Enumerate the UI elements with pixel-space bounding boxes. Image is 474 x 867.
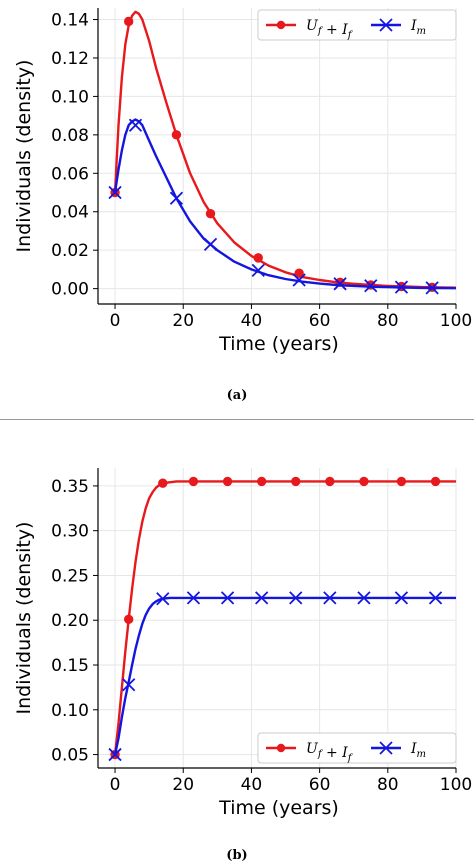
legend-marker-im	[379, 741, 393, 755]
y-tick-label: 0.15	[51, 656, 89, 676]
series-line-uf-if	[113, 480, 456, 755]
legend-marker-im	[379, 18, 393, 32]
y-tick-label: 0.14	[51, 11, 89, 31]
y-tick-label: 0.30	[51, 522, 89, 542]
marker-im	[292, 273, 306, 287]
x-tick-label: 100	[440, 775, 472, 795]
marker-im	[186, 591, 201, 605]
marker-uf-if	[396, 476, 407, 487]
y-tick-label: 0.12	[51, 49, 89, 69]
marker-im	[156, 592, 170, 606]
legend-marker-uf-if	[276, 743, 286, 753]
y-axis-label: Individuals (density)	[13, 60, 35, 253]
series-line-im	[113, 596, 456, 755]
x-tick-label: 0	[110, 775, 121, 795]
x-tick-label: 40	[241, 775, 263, 795]
marker-uf-if	[256, 476, 267, 487]
x-tick-label: 20	[172, 311, 194, 331]
y-tick-label: 0.10	[51, 87, 89, 107]
series-line-uf-if	[113, 10, 457, 289]
marker-im	[203, 237, 218, 252]
x-tick-label: 40	[241, 311, 263, 331]
legend-label-im: Im	[410, 18, 426, 37]
marker-uf-if	[188, 476, 199, 487]
y-tick-label: 0.06	[51, 164, 89, 184]
x-tick-label: 60	[309, 311, 331, 331]
marker-im	[425, 281, 439, 295]
marker-im	[122, 678, 136, 692]
marker-im	[108, 185, 122, 200]
marker-uf-if	[291, 476, 301, 487]
marker-uf-if	[171, 130, 182, 140]
marker-im	[108, 747, 122, 762]
marker-uf-if	[205, 208, 216, 219]
y-tick-label: 0.05	[51, 746, 89, 766]
panel-divider	[0, 419, 474, 420]
y-tick-label: 0.04	[51, 203, 89, 223]
marker-uf-if	[359, 476, 369, 487]
marker-uf-if	[123, 16, 134, 27]
marker-uf-if	[253, 253, 263, 263]
marker-uf-if	[123, 614, 134, 625]
series-line-im	[113, 118, 457, 290]
marker-im	[255, 591, 269, 605]
x-axis-label: Time (years)	[218, 333, 339, 355]
marker-uf-if	[158, 478, 168, 488]
caption-a: (a)	[226, 388, 248, 403]
marker-im	[364, 279, 378, 293]
x-axis-label: Time (years)	[218, 797, 339, 819]
y-tick-label: 0.35	[51, 477, 89, 497]
marker-im	[128, 118, 143, 132]
marker-im	[394, 280, 409, 294]
marker-im	[357, 591, 371, 605]
y-tick-label: 0.02	[51, 241, 89, 261]
marker-uf-if	[325, 476, 335, 487]
legend-box	[257, 9, 457, 41]
y-tick-label: 0.25	[51, 566, 89, 586]
marker-im	[251, 263, 265, 278]
marker-im	[289, 591, 303, 605]
x-tick-label: 0	[110, 311, 121, 331]
legend-label-uf-if: Uf + If	[306, 18, 354, 41]
y-tick-label: 0.00	[51, 280, 89, 300]
marker-im	[169, 191, 184, 205]
y-axis-label: Individuals (density)	[13, 522, 35, 715]
marker-uf-if	[294, 268, 304, 278]
marker-im	[394, 591, 409, 605]
marker-im	[333, 277, 347, 291]
legend-label-uf-if: Uf + If	[306, 741, 354, 764]
x-tick-label: 60	[309, 775, 331, 795]
x-tick-label: 100	[440, 311, 472, 331]
y-tick-label: 0.08	[51, 126, 89, 146]
chart-a: 0 20 40 60 80 100 0.00 0.02 0.04 0.06 0.08 0.10 0.12…	[13, 8, 472, 355]
y-tick-label: 0.20	[51, 611, 89, 631]
x-tick-label: 80	[377, 311, 399, 331]
legend-marker-uf-if	[276, 20, 286, 30]
marker-im	[323, 591, 337, 605]
chart-b: 0 20 40 60 80 100 0.05 0.10 0.15 0.20 0.25 0.30 0.35…	[13, 468, 472, 819]
y-tick-label: 0.10	[51, 701, 89, 721]
legend-box	[257, 732, 457, 764]
x-tick-label: 20	[172, 775, 194, 795]
marker-uf-if	[222, 476, 233, 487]
marker-im	[220, 591, 235, 605]
x-tick-label: 80	[377, 775, 399, 795]
legend-label-im: Im	[410, 741, 426, 760]
caption-b: (b)	[226, 848, 248, 863]
marker-im	[428, 591, 443, 605]
marker-uf-if	[430, 476, 441, 487]
